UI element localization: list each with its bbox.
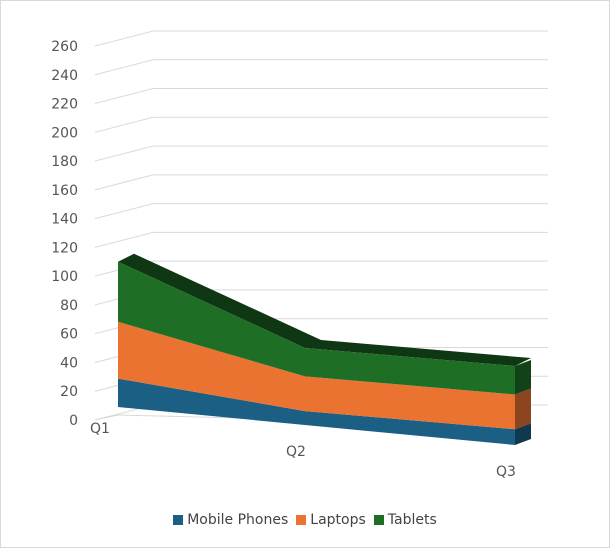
legend: Mobile Phones Laptops Tablets [0,512,610,528]
legend-swatch [373,515,384,525]
series-laptops [118,321,531,430]
gridline [94,231,548,248]
area-front-face [118,321,515,430]
series-tablets [118,253,531,395]
area-front-face [118,261,515,395]
y-tick-label: 180 [51,154,78,170]
y-tick-label: 20 [60,384,78,400]
gridline [94,116,548,133]
y-tick-label: 160 [51,183,78,199]
x-tick-label: Q2 [286,444,306,460]
area-top-face [118,253,531,367]
gridline [94,145,548,162]
y-tick-label: 220 [51,97,78,113]
y-tick-label: 240 [51,68,78,84]
gridline [94,59,548,76]
y-tick-label: 80 [60,298,78,314]
y-tick-label: 260 [51,39,78,55]
legend-swatch [173,515,184,525]
series-mobile-phones [118,378,531,445]
y-tick-label: 40 [60,355,78,371]
legend-item[interactable]: Mobile Phones [173,512,288,528]
gridline [94,30,548,47]
y-tick-label: 200 [51,125,78,141]
y-tick-label: 60 [60,327,78,343]
legend-label: Tablets [387,512,437,528]
area-side-face [515,423,531,445]
y-tick-label: 0 [69,413,78,429]
area-side-face [515,360,531,395]
legend-item[interactable]: Tablets [373,512,437,528]
y-tick-label: 100 [51,269,78,285]
x-tick-label: Q3 [496,464,516,480]
legend-swatch [296,515,307,525]
y-tick-label: 140 [51,212,78,228]
area-side-face [515,388,531,430]
gridline [94,260,548,277]
gridline [94,203,548,220]
legend-label: Laptops [310,512,366,528]
series-layer [118,253,531,445]
x-axis: Q1 Q2 Q3 [90,421,516,480]
y-tick-label: 120 [51,240,78,256]
y-axis: 0 20 40 60 80 100 120 140 160 180 200 220 240 260 [51,39,78,429]
gridline [94,174,548,191]
legend-item[interactable]: Laptops [296,512,366,528]
area-front-face [118,378,515,445]
gridline [94,88,548,105]
legend-label: Mobile Phones [187,512,289,528]
x-tick-label: Q1 [90,421,110,437]
